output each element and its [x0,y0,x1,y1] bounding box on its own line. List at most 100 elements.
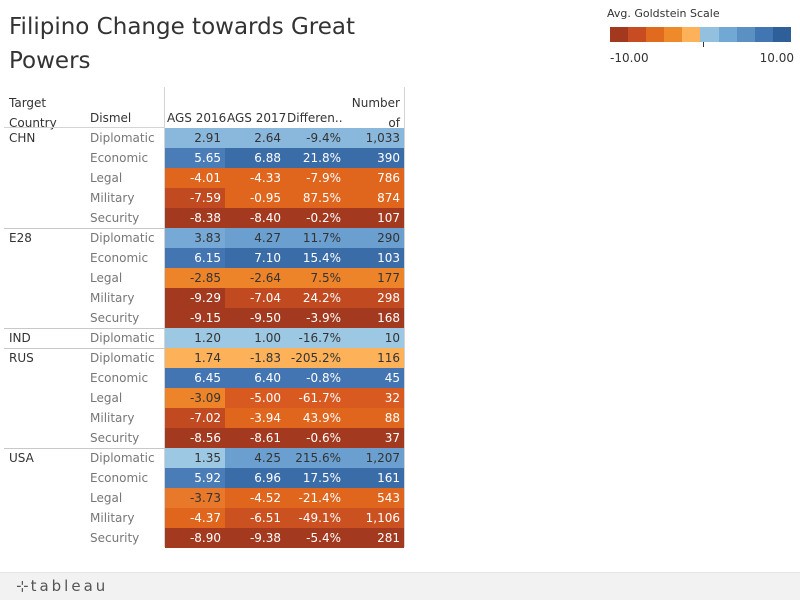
cell-difference[interactable]: 87.5% [285,188,345,208]
cell-ags-2016[interactable]: 1.35 [165,448,225,468]
table-row[interactable]: Legal -3.73 -4.52 -21.4% 543 [4,488,405,508]
cell-difference[interactable]: 7.5% [285,268,345,288]
legend-swatch[interactable] [610,27,629,42]
cell-ags-2016[interactable]: -3.09 [165,388,225,408]
cell-ags-2016[interactable]: -2.85 [165,268,225,288]
cell-difference[interactable]: -16.7% [285,328,345,348]
cell-number-of-records[interactable]: 874 [345,188,404,208]
cell-ags-2017[interactable]: 2.64 [225,128,285,148]
cell-difference[interactable]: -205.2% [285,348,345,368]
cell-ags-2016[interactable]: -7.59 [165,188,225,208]
cell-ags-2017[interactable]: -7.04 [225,288,285,308]
cell-ags-2016[interactable]: -8.38 [165,208,225,228]
cell-number-of-records[interactable]: 543 [345,488,404,508]
color-legend[interactable]: Avg. Goldstein Scale -10.00 10.00 [607,6,794,65]
header-difference[interactable]: Differen.. [287,111,343,125]
cell-ags-2016[interactable]: 1.74 [165,348,225,368]
crosstab-table[interactable]: Target Country Dismel AGS 2016 AGS 2017 … [4,87,405,548]
cell-number-of-records[interactable]: 161 [345,468,404,488]
cell-number-of-records[interactable]: 116 [345,348,404,368]
cell-ags-2017[interactable]: -6.51 [225,508,285,528]
table-row[interactable]: Security -8.90 -9.38 -5.4% 281 [4,528,405,548]
cell-number-of-records[interactable]: 290 [345,228,404,248]
cell-difference[interactable]: -0.2% [285,208,345,228]
table-row[interactable]: Military -7.02 -3.94 43.9% 88 [4,408,405,428]
legend-swatch[interactable] [628,27,647,42]
cell-ags-2016[interactable]: 5.92 [165,468,225,488]
cell-number-of-records[interactable]: 168 [345,308,404,328]
cell-ags-2017[interactable]: -8.61 [225,428,285,448]
cell-ags-2017[interactable]: -9.38 [225,528,285,548]
legend-swatch[interactable] [664,27,683,42]
cell-ags-2017[interactable]: -2.64 [225,268,285,288]
cell-ags-2017[interactable]: 7.10 [225,248,285,268]
cell-difference[interactable]: -0.8% [285,368,345,388]
cell-ags-2017[interactable]: -4.52 [225,488,285,508]
cell-number-of-records[interactable]: 1,106 [345,508,404,528]
cell-difference[interactable]: 43.9% [285,408,345,428]
table-row[interactable]: Security -9.15 -9.50 -3.9% 168 [4,308,405,328]
cell-difference[interactable]: -21.4% [285,488,345,508]
table-row[interactable]: Economic 6.15 7.10 15.4% 103 [4,248,405,268]
cell-number-of-records[interactable]: 37 [345,428,404,448]
cell-number-of-records[interactable]: 281 [345,528,404,548]
cell-ags-2016[interactable]: 6.15 [165,248,225,268]
cell-number-of-records[interactable]: 32 [345,388,404,408]
cell-difference[interactable]: -61.7% [285,388,345,408]
cell-ags-2017[interactable]: 1.00 [225,328,285,348]
header-target-country[interactable]: Target Country [9,96,57,130]
cell-difference[interactable]: 21.8% [285,148,345,168]
cell-number-of-records[interactable]: 88 [345,408,404,428]
cell-difference[interactable]: 11.7% [285,228,345,248]
cell-number-of-records[interactable]: 1,207 [345,448,404,468]
table-row[interactable]: Military -4.37 -6.51 -49.1% 1,106 [4,508,405,528]
table-row[interactable]: Military -9.29 -7.04 24.2% 298 [4,288,405,308]
cell-number-of-records[interactable]: 45 [345,368,404,388]
table-row[interactable]: Economic 5.65 6.88 21.8% 390 [4,148,405,168]
cell-ags-2017[interactable]: -8.40 [225,208,285,228]
cell-difference[interactable]: 17.5% [285,468,345,488]
cell-difference[interactable]: -49.1% [285,508,345,528]
cell-ags-2016[interactable]: 5.65 [165,148,225,168]
cell-ags-2017[interactable]: 6.88 [225,148,285,168]
cell-difference[interactable]: 215.6% [285,448,345,468]
table-row[interactable]: Security -8.56 -8.61 -0.6% 37 [4,428,405,448]
cell-ags-2017[interactable]: -5.00 [225,388,285,408]
cell-ags-2016[interactable]: -9.15 [165,308,225,328]
cell-ags-2017[interactable]: 6.40 [225,368,285,388]
legend-swatch[interactable] [754,27,773,42]
cell-ags-2017[interactable]: -3.94 [225,408,285,428]
table-row[interactable]: RUS Diplomatic 1.74 -1.83 -205.2% 116 [4,348,405,368]
table-row[interactable]: Military -7.59 -0.95 87.5% 874 [4,188,405,208]
cell-ags-2017[interactable]: 4.25 [225,448,285,468]
cell-difference[interactable]: -0.6% [285,428,345,448]
cell-ags-2016[interactable]: -9.29 [165,288,225,308]
table-row[interactable]: E28 Diplomatic 3.83 4.27 11.7% 290 [4,228,405,248]
cell-difference[interactable]: 24.2% [285,288,345,308]
cell-ags-2016[interactable]: -7.02 [165,408,225,428]
cell-ags-2016[interactable]: -4.01 [165,168,225,188]
legend-swatch[interactable] [682,27,701,42]
table-row[interactable]: USA Diplomatic 1.35 4.25 215.6% 1,207 [4,448,405,468]
cell-number-of-records[interactable]: 298 [345,288,404,308]
header-ags-2016[interactable]: AGS 2016 [167,111,227,125]
table-row[interactable]: Economic 5.92 6.96 17.5% 161 [4,468,405,488]
cell-ags-2016[interactable]: 2.91 [165,128,225,148]
cell-number-of-records[interactable]: 1,033 [345,128,404,148]
table-row[interactable]: Security -8.38 -8.40 -0.2% 107 [4,208,405,228]
cell-difference[interactable]: -9.4% [285,128,345,148]
cell-ags-2017[interactable]: -1.83 [225,348,285,368]
cell-difference[interactable]: -3.9% [285,308,345,328]
table-row[interactable]: Legal -4.01 -4.33 -7.9% 786 [4,168,405,188]
cell-ags-2017[interactable]: -0.95 [225,188,285,208]
cell-ags-2017[interactable]: -9.50 [225,308,285,328]
cell-ags-2016[interactable]: 3.83 [165,228,225,248]
header-ags-2017[interactable]: AGS 2017 [227,111,287,125]
cell-difference[interactable]: -5.4% [285,528,345,548]
cell-ags-2016[interactable]: -8.90 [165,528,225,548]
cell-ags-2016[interactable]: -4.37 [165,508,225,528]
table-row[interactable]: Economic 6.45 6.40 -0.8% 45 [4,368,405,388]
legend-swatch[interactable] [772,27,791,42]
tableau-logo[interactable]: ⊹ tableau [16,577,109,595]
table-row[interactable]: CHN Diplomatic 2.91 2.64 -9.4% 1,033 [4,128,405,148]
